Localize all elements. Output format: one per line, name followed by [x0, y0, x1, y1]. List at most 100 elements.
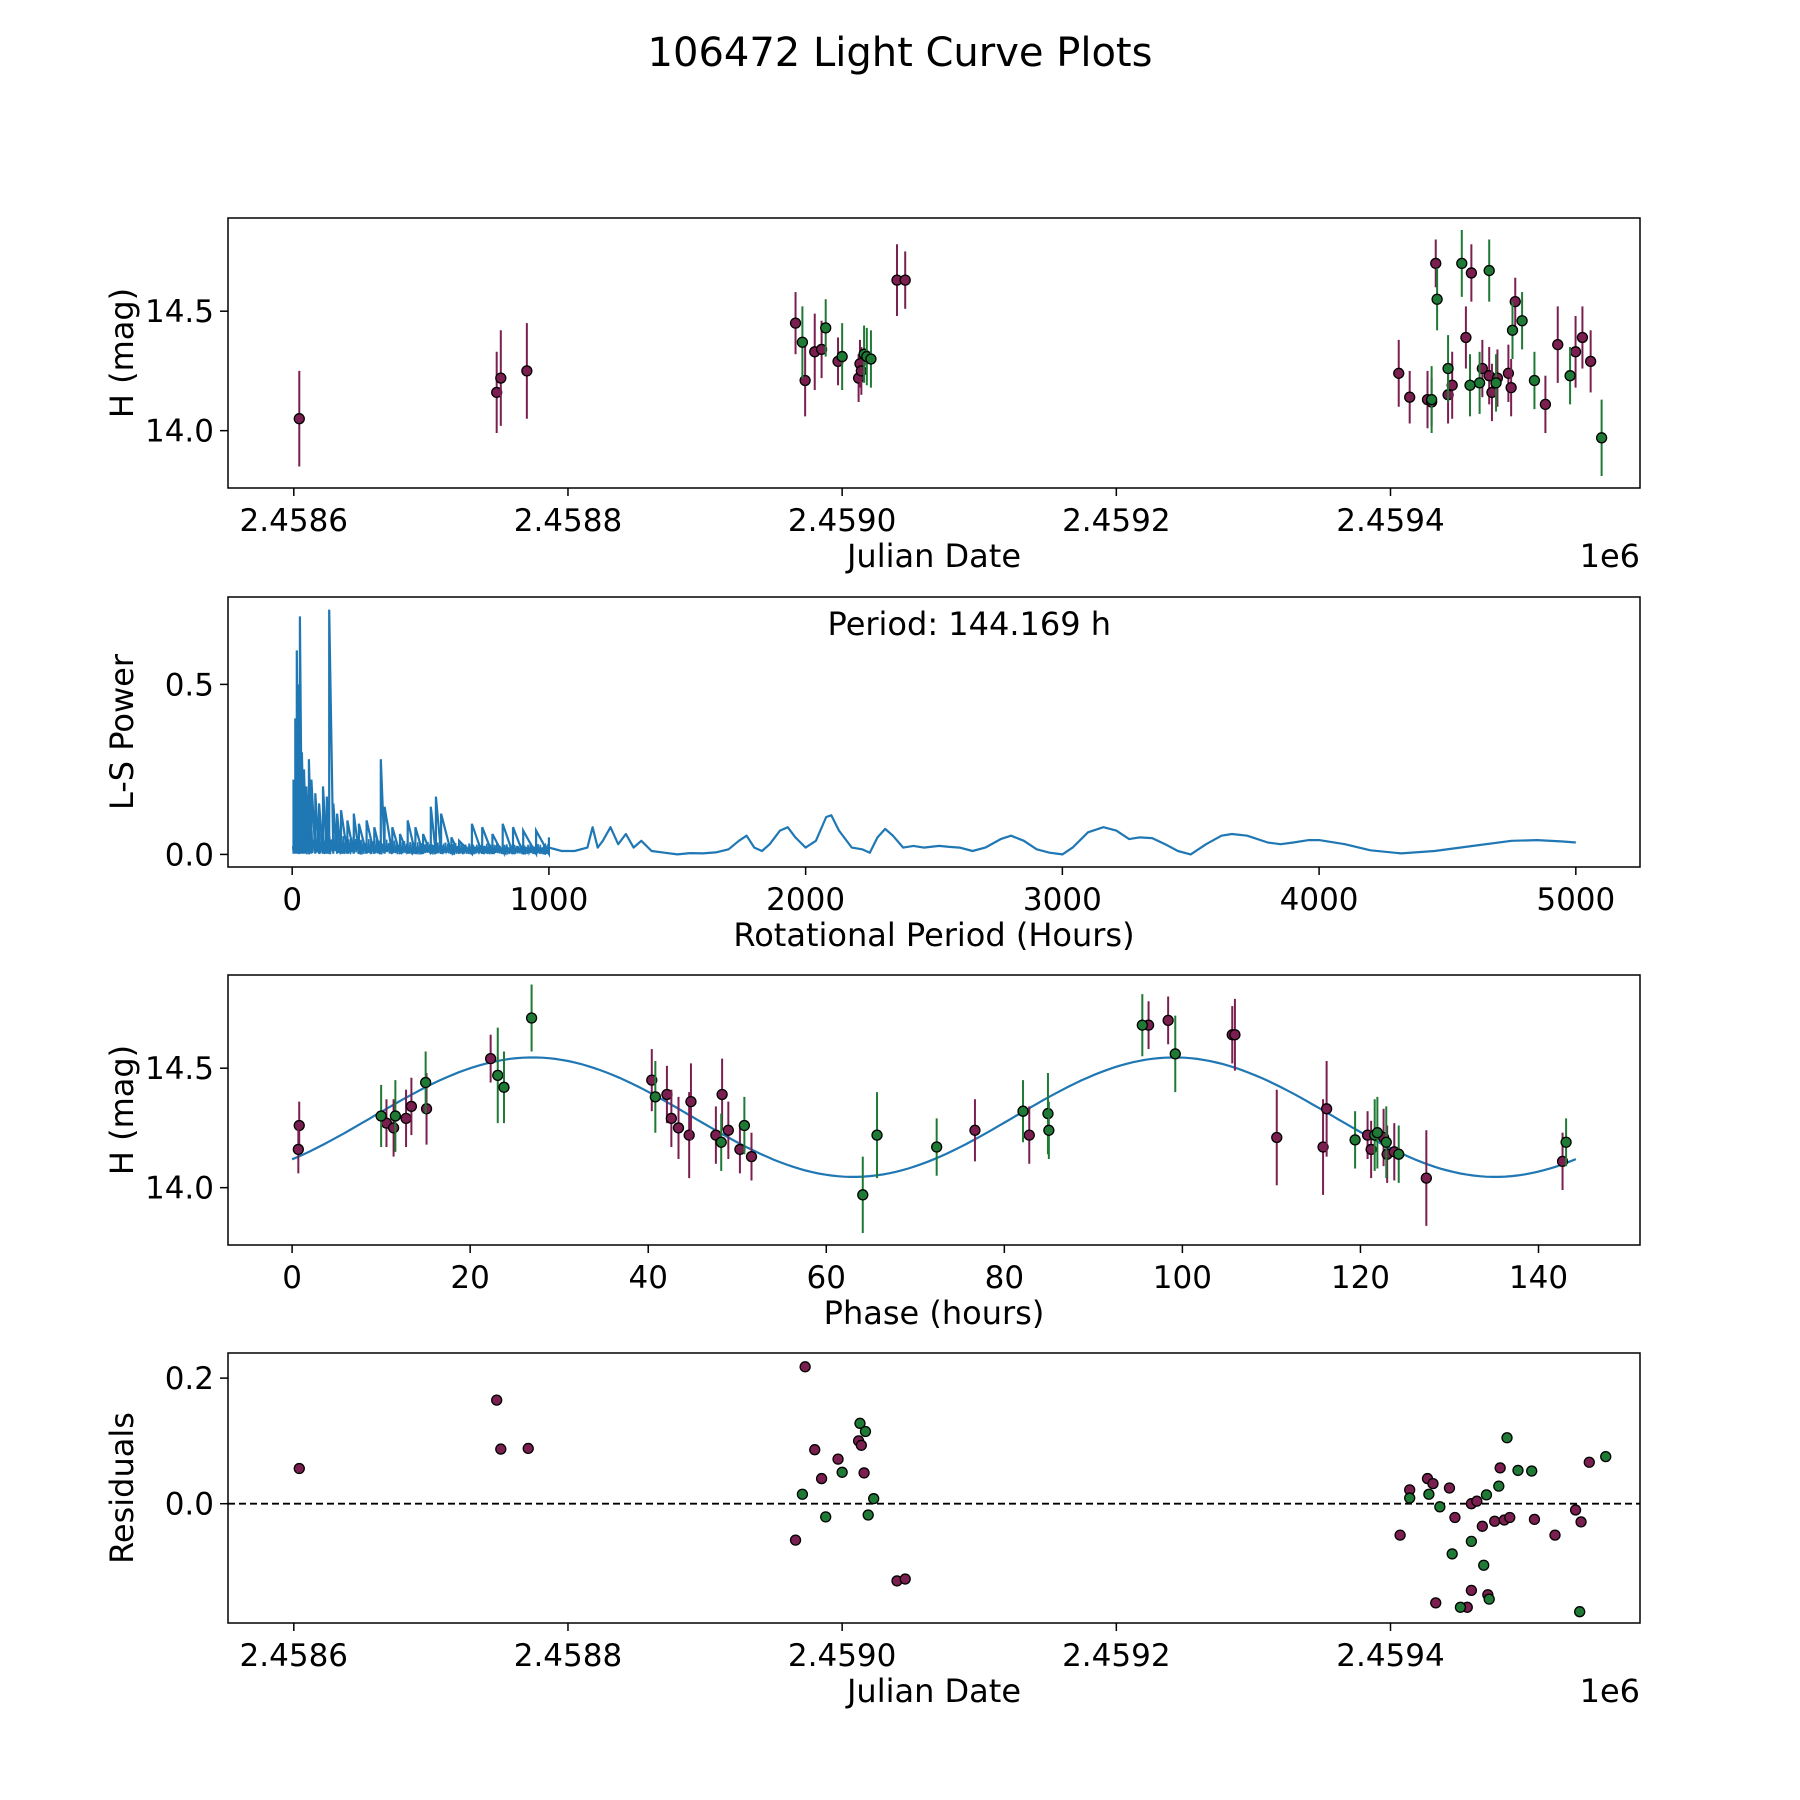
data-point-green — [1478, 1559, 1490, 1571]
axes-frame — [227, 1352, 1641, 1624]
data-point-red — [1320, 1103, 1333, 1115]
y-tick-label: 0.0 — [165, 837, 214, 873]
data-point-red — [521, 365, 533, 377]
data-point-red — [1494, 1462, 1506, 1474]
y-tick-label: 14.5 — [145, 294, 214, 330]
figure-title: 106472 Light Curve Plots — [648, 30, 1153, 76]
data-point-green — [1380, 1136, 1392, 1148]
periodogram-panel: 0 1000 2000 3000 4000 5000 0.0 0.5 Rotational Pe… — [103, 596, 1641, 954]
data-point-red — [484, 1052, 497, 1065]
data-point-green — [857, 1189, 869, 1201]
data-point-green — [1501, 1432, 1513, 1444]
data-point-red — [1569, 1504, 1582, 1516]
data-point-red — [1504, 1511, 1516, 1524]
data-point-red — [1569, 346, 1582, 358]
data-point-red — [1394, 1529, 1406, 1541]
data-point-green — [1528, 374, 1541, 387]
data-point-green — [1480, 1489, 1493, 1501]
data-point-green — [868, 1493, 880, 1505]
data-point-red — [1317, 1141, 1329, 1153]
data-point-green — [498, 1081, 510, 1093]
x-tick-label: 2.4592 — [1062, 503, 1170, 539]
data-point-green — [796, 1488, 809, 1500]
fit-curve — [291, 1056, 1577, 1178]
axes-frame — [227, 974, 1641, 1246]
phased-panel: 0 20 40 60 80 100 120 140 14.0 14.5 Phase (hours) H… — [103, 974, 1641, 1332]
data-point-green — [738, 1119, 751, 1132]
data-point-red — [809, 1444, 821, 1456]
x-tick-label: 40 — [628, 1260, 667, 1296]
data-point-red — [387, 1122, 400, 1134]
data-point-green — [1574, 1606, 1586, 1618]
x-tick-label: 140 — [1509, 1260, 1568, 1296]
data-point-red — [899, 274, 911, 286]
x-tick-label: 80 — [985, 1260, 1024, 1296]
y-tick-label: 0.5 — [165, 667, 214, 703]
data-point-green — [1446, 1548, 1458, 1560]
data-point-red — [522, 1442, 534, 1455]
data-point-green — [1136, 1019, 1148, 1031]
x-tick-label: 120 — [1331, 1260, 1390, 1296]
data-point-green — [796, 336, 809, 348]
data-point-red — [405, 1100, 418, 1113]
period-annotation: Period: 144.169 h — [828, 605, 1112, 643]
data-point-green — [1464, 379, 1476, 391]
x-tick-label: 2.4588 — [514, 1638, 622, 1674]
y-axis-label: H (mag) — [103, 1045, 141, 1175]
x-tick-label: 60 — [807, 1260, 846, 1296]
x-tick-label: 2000 — [766, 882, 845, 918]
x-axis-label: Phase (hours) — [824, 1294, 1045, 1332]
data-point-red — [1528, 1513, 1541, 1526]
data-point-red — [1471, 1495, 1483, 1507]
data-point-green — [1465, 1535, 1478, 1548]
residuals-panel: 2.4586 2.4588 2.4590 2.4592 2.4594 0.0 0.2 Juli… — [103, 1352, 1641, 1710]
data-point-green — [525, 1012, 538, 1024]
data-point-red — [1427, 1477, 1439, 1490]
data-point-red — [1465, 1584, 1478, 1596]
data-point-green — [865, 353, 877, 365]
data-point-red — [1430, 257, 1442, 270]
data-point-green — [820, 1511, 832, 1523]
lightcurve-panel: 2.4586 2.4588 2.4590 2.4592 2.4594 14.0 14.5 Ju… — [103, 217, 1641, 575]
x-tick-label: 4000 — [1280, 882, 1359, 918]
y-axis-label: L-S Power — [103, 653, 141, 810]
data-point-green — [836, 1466, 848, 1478]
data-point-red — [495, 372, 507, 384]
data-point-red — [292, 1143, 304, 1156]
x-axis-label: Julian Date — [845, 537, 1021, 575]
data-point-green — [715, 1136, 727, 1148]
x-axis-label: Julian Date — [845, 1672, 1021, 1710]
axes-frame — [227, 217, 1641, 489]
data-point-red — [683, 1129, 695, 1141]
data-point-green — [1442, 362, 1454, 375]
data-point-green — [1425, 393, 1438, 406]
data-point-red — [1576, 331, 1589, 344]
data-point-red — [789, 317, 802, 329]
x-tick-label: 2.4588 — [514, 503, 622, 539]
x-tick-label: 2.4586 — [240, 1638, 348, 1674]
data-point-green — [1371, 1127, 1384, 1139]
periodogram-line — [548, 814, 1576, 856]
y-axis-label: H (mag) — [103, 288, 141, 418]
data-point-green — [931, 1141, 943, 1153]
data-point-red — [293, 413, 305, 425]
data-point-green — [1017, 1105, 1029, 1117]
data-point-green — [649, 1091, 661, 1103]
data-point-red — [1449, 1511, 1461, 1524]
data-point-green — [1404, 1492, 1416, 1504]
data-point-red — [495, 1443, 507, 1455]
data-point-green — [1434, 1501, 1446, 1513]
x-offset-label: 1e6 — [1580, 1672, 1640, 1710]
data-point-red — [899, 1573, 911, 1585]
data-point-red — [646, 1074, 658, 1086]
data-point-red — [722, 1124, 734, 1136]
x-offset-label: 1e6 — [1580, 537, 1640, 575]
y-tick-label: 14.0 — [145, 414, 214, 450]
data-point-red — [858, 1467, 870, 1479]
data-point-green — [871, 1129, 883, 1141]
data-point-red — [685, 1095, 697, 1108]
data-point-green — [1490, 377, 1502, 389]
data-point-red — [1420, 1172, 1432, 1184]
data-point-green — [1431, 293, 1443, 305]
data-point-red — [1549, 1529, 1561, 1541]
